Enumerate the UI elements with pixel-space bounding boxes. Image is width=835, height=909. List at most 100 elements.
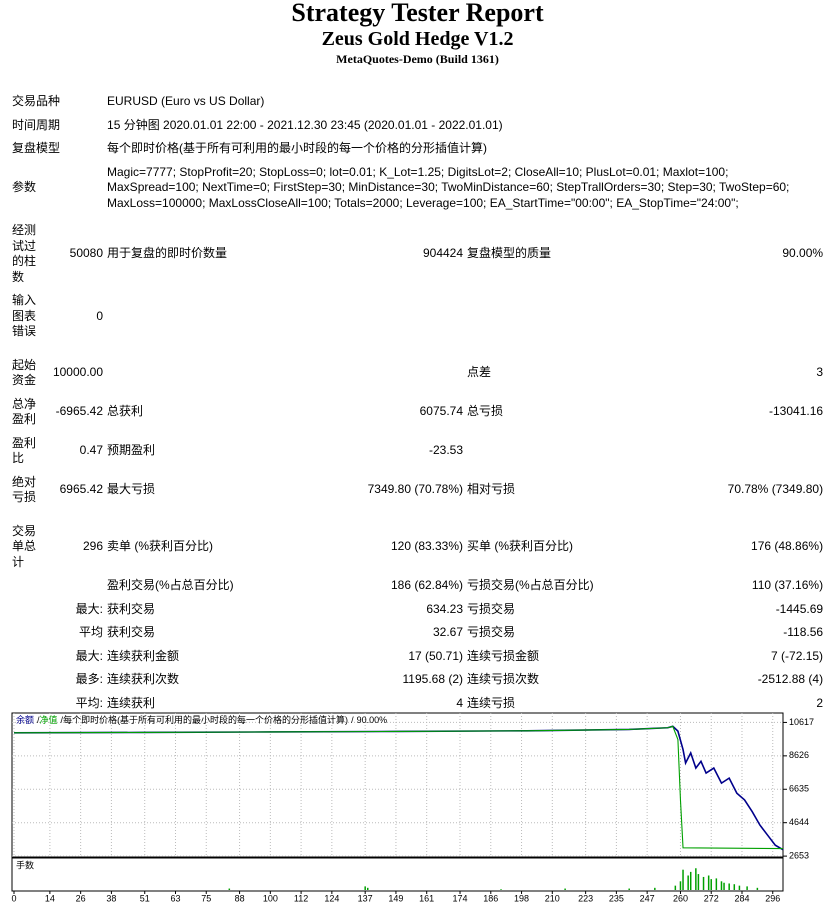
server-build: MetaQuotes-Demo (Build 1361) — [336, 52, 499, 66]
label: 连续获利金额 — [107, 648, 180, 663]
value: -2512.88 (4) — [757, 672, 824, 686]
row: 盈利交易(%占总百分比) 186 (62.84%) 亏损交易(%占总百分比) 110 … — [10, 574, 825, 598]
series-line — [13, 725, 784, 851]
row: 最大: 获利交易 634.23 亏损交易 -1445.69 — [10, 598, 825, 622]
value: 15 分钟图 2020.01.01 22:00 - 2021.12.30 23:… — [107, 117, 503, 132]
value: 3 — [816, 365, 824, 380]
row: 输入图表错误 0 — [10, 289, 825, 344]
x-tick-label: 296 — [765, 893, 780, 903]
x-tick-label: 149 — [388, 893, 403, 903]
value: 7349.80 (70.78%) — [367, 482, 464, 497]
y-tick-label: 2653 — [789, 850, 809, 860]
label: 绝对亏损 — [12, 474, 37, 505]
label: 亏损交易 — [467, 601, 516, 616]
expert-name: Zeus Gold Hedge V1.2 — [321, 28, 514, 50]
value: 70.78% (7349.80) — [727, 482, 824, 497]
row: 交易单总计 296 卖单 (%获利百分比) 120 (83.33%) 买单 (%获利百分… — [10, 520, 825, 575]
legend-quality: 90.00% — [357, 715, 388, 725]
value: 0.47 — [79, 443, 104, 458]
x-tick-label: 124 — [324, 893, 339, 903]
label: 获利交易 — [107, 601, 156, 616]
label: 亏损交易(%占总百分比) — [467, 578, 594, 592]
row: 平均: 连续获利 4 连续亏损 2 — [10, 692, 825, 716]
label: 连续亏损金额 — [467, 648, 540, 663]
value: 634.23 — [426, 601, 464, 616]
x-tick-label: 88 — [235, 893, 245, 903]
label: 复盘模型的质量 — [467, 246, 552, 261]
label: 最大: — [75, 601, 104, 616]
label: 连续获利次数 — [107, 672, 180, 686]
row: 经测试过的柱数 50080 用于复盘的即时价数量 904424 复盘模型的质量 90.00… — [10, 219, 825, 289]
value: 176 (48.86%) — [751, 539, 824, 553]
x-tick-label: 198 — [514, 893, 529, 903]
legend-separator: / — [351, 715, 354, 725]
row: 最大: 连续获利金额 17 (50.71) 连续亏损金额 7 (-72.15) — [10, 645, 825, 669]
row: 复盘模型 每个即时价格(基于所有可利用的最小时段的每一个价格的分形插值计算) — [10, 137, 825, 161]
value: 110 (37.16%) — [751, 578, 824, 592]
value: -118.56 — [783, 625, 824, 639]
value: 296 — [82, 539, 104, 553]
label: 经测试过的柱数 — [12, 223, 37, 284]
value: EURUSD (Euro vs US Dollar) — [107, 94, 265, 108]
label: 点差 — [467, 365, 492, 380]
parameter-line: MaxLoss=100000; MaxLossCloseAll=100; Tot… — [107, 195, 739, 210]
row: 总净盈利 -6965.42 总获利 6075.74 总亏损 -13041.16 — [10, 393, 825, 432]
value: 17 (50.71) — [408, 648, 464, 663]
x-tick-label: 0 — [11, 893, 16, 903]
x-tick-label: 26 — [76, 893, 86, 903]
legend-separator: / — [61, 715, 64, 725]
label: 连续亏损 — [467, 695, 516, 710]
volume-label: 手数 — [16, 859, 34, 870]
x-tick-label: 63 — [170, 893, 180, 903]
value: 6965.42 — [59, 482, 104, 497]
value: 50080 — [69, 246, 104, 261]
value: 186 (62.84%) — [390, 578, 464, 592]
value: -23.53 — [428, 443, 464, 458]
value: 32.67 — [432, 625, 464, 639]
label: 卖单 (%获利百分比) — [107, 539, 214, 553]
label: 时间周期 — [12, 117, 61, 132]
value: 2 — [816, 695, 824, 710]
label: 交易单总计 — [12, 523, 37, 569]
label: 输入图表错误 — [12, 293, 37, 338]
plot-frame — [11, 712, 784, 858]
label: 平均: — [75, 695, 104, 710]
value: 6075.74 — [419, 404, 464, 419]
value: 904424 — [422, 246, 464, 261]
x-tick-label: 272 — [704, 893, 719, 903]
parameter-line: MaxSpread=100; NextTime=0; FirstStep=30;… — [107, 180, 790, 194]
row: 盈利比 0.47 预期盈利 -23.53 — [10, 432, 825, 471]
label: 最多: — [75, 672, 104, 686]
value: 每个即时价格(基于所有可利用的最小时段的每一个价格的分形插值计算) — [107, 141, 488, 155]
y-tick-label: 10617 — [789, 717, 814, 727]
x-tick-label: 75 — [201, 893, 211, 903]
label: 总获利 — [107, 404, 144, 419]
x-tick-label: 51 — [140, 893, 150, 903]
label: 最大亏损 — [107, 482, 156, 497]
legend: 余额/净值/每个即时价格(基于所有可利用的最小时段的每一个价格的分形插值计算) /… — [16, 714, 387, 725]
y-tick-label: 6635 — [789, 784, 809, 794]
row: 平均 获利交易 32.67 亏损交易 -118.56 — [10, 621, 825, 645]
x-tick-label: 210 — [545, 893, 560, 903]
legend-separator: / — [37, 715, 40, 725]
label: 总亏损 — [467, 404, 504, 419]
label: 交易品种 — [12, 94, 61, 108]
label: 获利交易 — [107, 625, 156, 639]
x-tick-label: 137 — [358, 893, 373, 903]
x-tick-label: 223 — [578, 893, 593, 903]
report-table: 交易品种 EURUSD (Euro vs US Dollar) 时间周期 15 分钟… — [10, 90, 825, 715]
x-tick-label: 112 — [294, 893, 308, 903]
row: 绝对亏损 6965.42 最大亏损 7349.80 (70.78%) 相对亏损 70.78… — [10, 471, 825, 510]
label: 预期盈利 — [107, 443, 156, 458]
row: 起始资金 10000.00 点差 3 — [10, 354, 825, 393]
x-tick-label: 38 — [106, 893, 116, 903]
label: 亏损交易 — [467, 625, 516, 639]
x-tick-label: 14 — [45, 893, 55, 903]
x-tick-label: 174 — [453, 893, 468, 903]
label: 起始资金 — [12, 357, 37, 388]
value: 120 (83.33%) — [390, 539, 464, 553]
value: 90.00% — [782, 246, 824, 261]
volume-frame — [11, 857, 784, 892]
value: 10000.00 — [52, 365, 104, 380]
x-tick-label: 247 — [640, 893, 655, 903]
